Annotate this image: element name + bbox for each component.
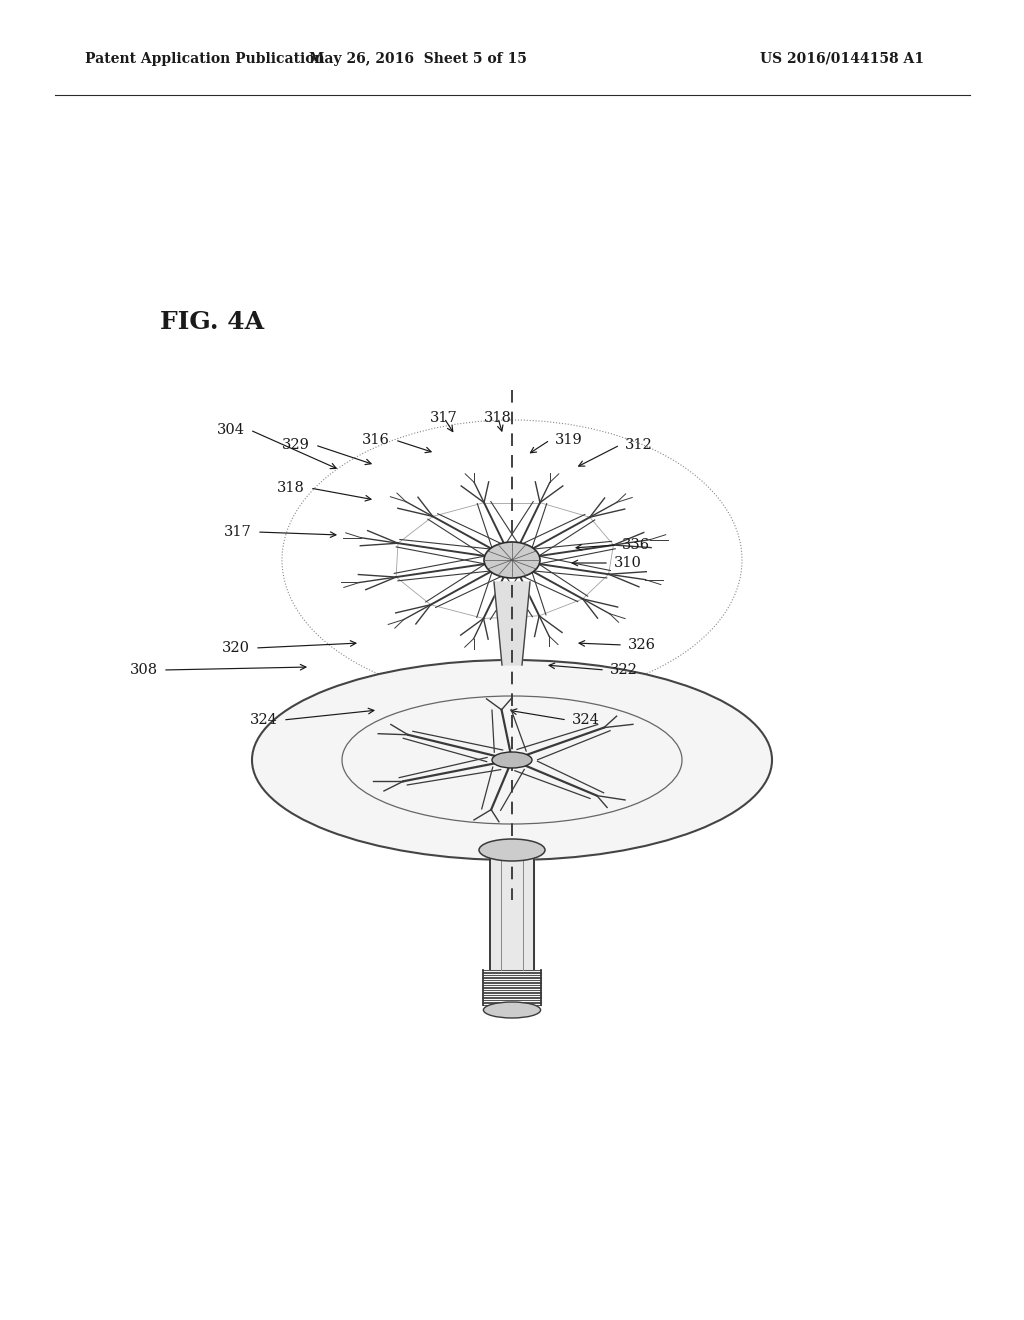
Text: FIG. 4A: FIG. 4A [160, 310, 264, 334]
Text: 317: 317 [430, 411, 458, 425]
Polygon shape [490, 850, 534, 970]
Text: May 26, 2016  Sheet 5 of 15: May 26, 2016 Sheet 5 of 15 [309, 51, 527, 66]
Text: 318: 318 [484, 411, 512, 425]
Text: Patent Application Publication: Patent Application Publication [85, 51, 325, 66]
Ellipse shape [252, 660, 772, 861]
Ellipse shape [479, 840, 545, 861]
Text: US 2016/0144158 A1: US 2016/0144158 A1 [760, 51, 924, 66]
Text: 319: 319 [555, 433, 583, 447]
Text: 318: 318 [278, 480, 305, 495]
Ellipse shape [484, 543, 540, 578]
Text: 326: 326 [628, 638, 656, 652]
Text: 312: 312 [625, 438, 652, 451]
Text: 336: 336 [622, 539, 650, 552]
Text: 324: 324 [572, 713, 600, 727]
Text: 316: 316 [362, 433, 390, 447]
Ellipse shape [492, 752, 532, 768]
Polygon shape [494, 582, 530, 665]
Text: 308: 308 [130, 663, 158, 677]
Text: 317: 317 [224, 525, 252, 539]
Text: 310: 310 [614, 556, 642, 570]
Text: 322: 322 [610, 663, 638, 677]
Text: 324: 324 [250, 713, 278, 727]
Text: 304: 304 [217, 422, 245, 437]
Text: 320: 320 [222, 642, 250, 655]
Ellipse shape [483, 1002, 541, 1018]
Text: 329: 329 [283, 438, 310, 451]
